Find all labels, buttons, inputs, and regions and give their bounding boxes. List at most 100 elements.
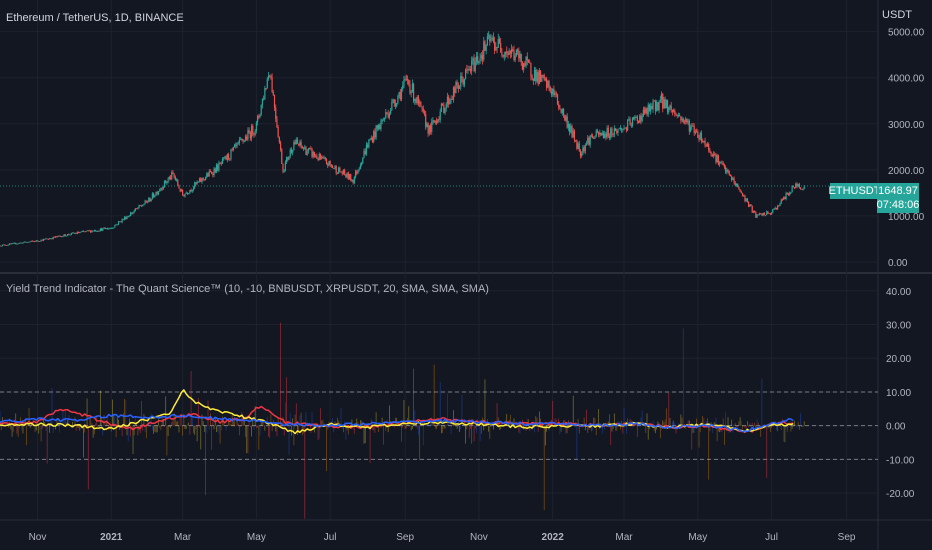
- candle-body: [501, 51, 503, 56]
- candle-body: [263, 98, 265, 100]
- candle-body: [541, 74, 543, 82]
- candle-body: [258, 116, 260, 118]
- candle-body: [160, 188, 162, 191]
- symbol-title[interactable]: Ethereum / TetherUS, 1D, BINANCE: [6, 12, 184, 24]
- candle-body: [328, 161, 330, 166]
- candle-body: [119, 221, 121, 223]
- candle-body: [398, 92, 400, 97]
- candle-body: [219, 162, 221, 164]
- candle-body: [517, 49, 519, 52]
- candle-body: [427, 123, 429, 134]
- candle-body: [70, 232, 72, 235]
- candle-body: [764, 214, 767, 216]
- candle-body: [564, 114, 566, 121]
- candle-body: [697, 131, 699, 138]
- candle-body: [204, 177, 207, 181]
- candle-body: [6, 244, 8, 246]
- candle-body: [117, 221, 120, 225]
- price-candles[interactable]: [0, 31, 830, 247]
- indicator-tick-label: 40.00: [886, 287, 911, 298]
- candle-body: [437, 119, 439, 123]
- candle-body: [487, 35, 490, 37]
- candle-body: [478, 61, 480, 64]
- candle-body: [71, 232, 74, 234]
- candle-body: [699, 133, 701, 140]
- candle-body: [202, 177, 204, 180]
- candle-body: [339, 167, 341, 172]
- candle-body: [109, 228, 111, 230]
- candle-body: [192, 187, 195, 190]
- candle-body: [12, 243, 14, 244]
- candle-body: [415, 99, 417, 103]
- candle-body: [643, 109, 646, 114]
- candle-body: [687, 120, 689, 123]
- candle-body: [298, 143, 300, 146]
- candle-body: [657, 102, 659, 111]
- candle-body: [622, 129, 624, 130]
- candle-body: [416, 96, 418, 103]
- candle-body: [679, 115, 681, 117]
- candle-body: [625, 127, 628, 131]
- candle-body: [653, 100, 655, 102]
- candle-body: [102, 228, 104, 231]
- candle-body: [455, 82, 457, 94]
- candle-body: [183, 195, 185, 197]
- time-tick-label: Sep: [396, 532, 414, 543]
- candle-body: [254, 130, 256, 135]
- candle-body: [619, 128, 622, 129]
- candle-body: [220, 163, 222, 165]
- candle-body: [386, 112, 388, 114]
- candle-body: [617, 129, 619, 133]
- candle-body: [410, 91, 412, 94]
- candle-body: [3, 244, 5, 246]
- candle-body: [675, 114, 677, 116]
- candle-body: [640, 115, 642, 121]
- candle-body: [514, 55, 516, 60]
- candle-body: [637, 121, 640, 123]
- candle-body: [61, 236, 63, 238]
- candle-body: [480, 55, 482, 59]
- candle-body: [244, 136, 247, 141]
- candle-body: [281, 149, 283, 164]
- candle-body: [556, 94, 559, 105]
- candle-body: [741, 193, 744, 196]
- candle-body: [311, 148, 313, 157]
- candle-body: [714, 153, 716, 155]
- candle-body: [544, 78, 547, 80]
- indicator-axis: 40.00 30.00 20.00 10.00 0.00 -10.00 -20.00: [886, 287, 915, 500]
- candle-body: [573, 130, 576, 141]
- candle-body: [256, 116, 259, 123]
- candle-body: [40, 239, 42, 242]
- candle-body: [203, 179, 205, 181]
- candle-body: [618, 128, 620, 130]
- candle-body: [584, 145, 586, 152]
- candle-body: [722, 163, 724, 165]
- candle-body: [510, 49, 513, 54]
- candle-body: [802, 188, 804, 190]
- candle-body: [165, 180, 167, 184]
- candle-body: [306, 151, 308, 155]
- indicator-title[interactable]: Yield Trend Indicator - The Quant Scienc…: [6, 283, 489, 295]
- indicator-plot[interactable]: [0, 322, 878, 519]
- candle-body: [526, 56, 528, 61]
- candle-body: [752, 210, 755, 213]
- candle-body: [189, 190, 191, 194]
- time-tick-label: Nov: [29, 532, 47, 543]
- candle-body: [145, 200, 147, 202]
- candle-body: [519, 54, 521, 59]
- candle-body: [107, 228, 109, 230]
- candle-body: [527, 60, 530, 63]
- candle-body: [35, 240, 37, 242]
- candle-body: [19, 242, 22, 244]
- time-tick-label: Nov: [470, 532, 488, 543]
- candle-body: [79, 232, 81, 234]
- candle-body: [383, 118, 386, 120]
- candle-body: [604, 133, 606, 139]
- candle-body: [629, 119, 631, 125]
- candle-body: [536, 72, 538, 82]
- candle-body: [525, 56, 527, 66]
- candle-body: [385, 112, 387, 119]
- candle-body: [0, 245, 2, 247]
- candle-body: [492, 37, 495, 42]
